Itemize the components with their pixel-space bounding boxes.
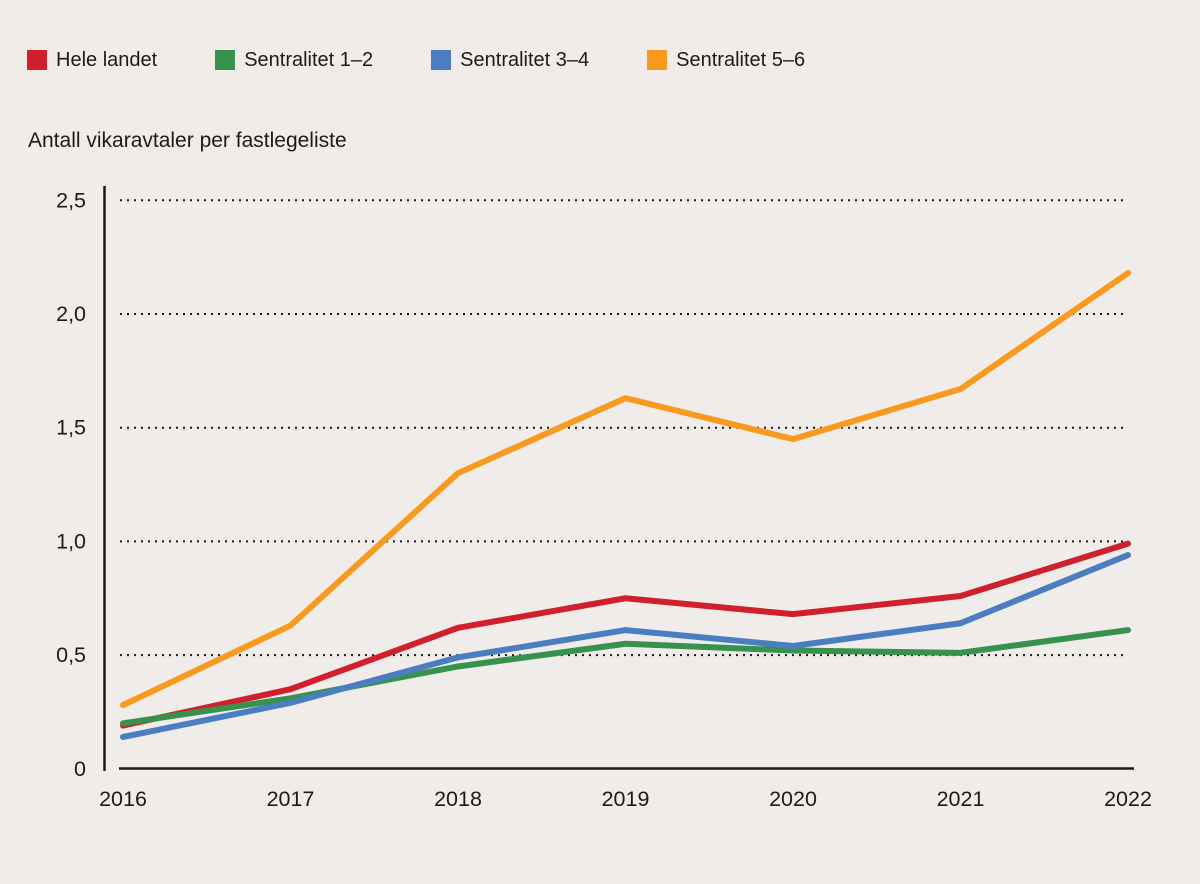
x-tick-label: 2018 xyxy=(434,787,482,811)
series-line-sentralitet-1-2 xyxy=(120,627,1131,727)
legend-item-sentralitet-3-4: Sentralitet 3–4 xyxy=(431,50,589,70)
x-tick-label: 2021 xyxy=(937,787,985,811)
legend-item-sentralitet-5-6: Sentralitet 5–6 xyxy=(647,50,805,70)
legend-label-sentralitet-3-4: Sentralitet 3–4 xyxy=(460,49,590,71)
y-tick-label: 2,0 xyxy=(56,302,86,326)
legend-swatch-sentralitet-3-4 xyxy=(431,50,452,70)
legend-swatch-sentralitet-1-2 xyxy=(215,50,236,70)
series-line-hele-landet xyxy=(120,540,1131,729)
y-tick-label: 1,5 xyxy=(56,416,86,440)
y-tick-label: 0 xyxy=(74,757,86,781)
legend: Hele landet Sentralitet 1–2 Sentralitet … xyxy=(27,50,863,70)
legend-swatch-sentralitet-5-6 xyxy=(647,50,668,70)
x-tick-label: 2019 xyxy=(602,787,650,811)
legend-item-sentralitet-1-2: Sentralitet 1–2 xyxy=(215,50,373,70)
x-tick-label: 2016 xyxy=(99,787,147,811)
series-line-sentralitet-3-4 xyxy=(120,552,1131,740)
legend-swatch-hele-landet xyxy=(27,50,47,70)
y-tick-label: 0,5 xyxy=(56,643,86,667)
y-tick-label: 2,5 xyxy=(56,188,86,212)
legend-label-sentralitet-5-6: Sentralitet 5–6 xyxy=(676,49,806,71)
legend-label-hele-landet: Hele landet xyxy=(56,49,158,71)
legend-item-hele-landet: Hele landet xyxy=(27,50,157,70)
x-tick-label: 2017 xyxy=(267,787,315,811)
series-line-sentralitet-5-6 xyxy=(120,270,1131,709)
y-tick-label: 1,0 xyxy=(56,529,86,553)
chart-axis-title: Antall vikaravtaler per fastlegeliste xyxy=(28,129,347,152)
x-tick-label: 2020 xyxy=(769,787,817,811)
legend-label-sentralitet-1-2: Sentralitet 1–2 xyxy=(244,49,374,71)
x-tick-label: 2022 xyxy=(1104,787,1152,811)
